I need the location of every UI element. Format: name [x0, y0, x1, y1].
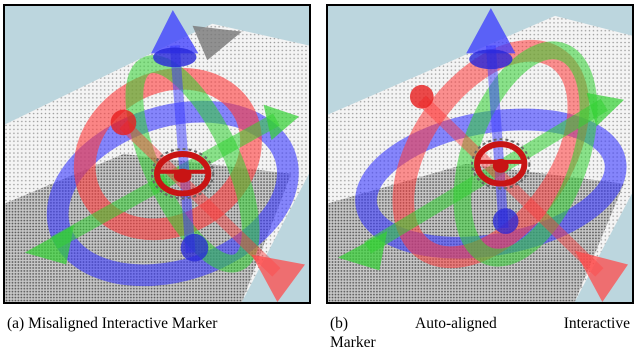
red-arrow-head[interactable] [574, 250, 628, 302]
subfigure-b-caption: (b) Auto-aligned Interactive Marker [330, 314, 630, 352]
rotation-ring-blue[interactable] [36, 84, 309, 302]
subfigure-b-image [326, 4, 634, 304]
green-arrow-head[interactable] [337, 230, 388, 271]
subfigure-b-caption-word-1: Auto-aligned [415, 315, 497, 332]
rotation-ring-green[interactable] [437, 33, 613, 274]
auto-aligned-marker-render [328, 6, 632, 302]
green-arrow-head[interactable] [24, 225, 75, 265]
subfigure-a-image [3, 4, 311, 304]
subfigure-a-label: (a) [7, 315, 25, 332]
red-arrow-head[interactable] [251, 254, 305, 302]
subfigure-a-caption: (a) Misaligned Interactive Marker [7, 314, 312, 333]
steering-wheel-icon [151, 148, 215, 200]
blue-arrow-head[interactable] [151, 9, 199, 54]
misaligned-marker-render [5, 6, 309, 302]
subfigure-b-caption-word-2: Interactive [563, 315, 630, 332]
subfigure-a-caption-text: Misaligned Interactive Marker [28, 315, 218, 332]
subfigure-b-label: (b) [330, 315, 349, 332]
steering-wheel-icon [471, 138, 531, 190]
subfigure-b-caption-word-3: Marker [330, 334, 376, 351]
blue-arrow-head[interactable] [466, 7, 516, 54]
